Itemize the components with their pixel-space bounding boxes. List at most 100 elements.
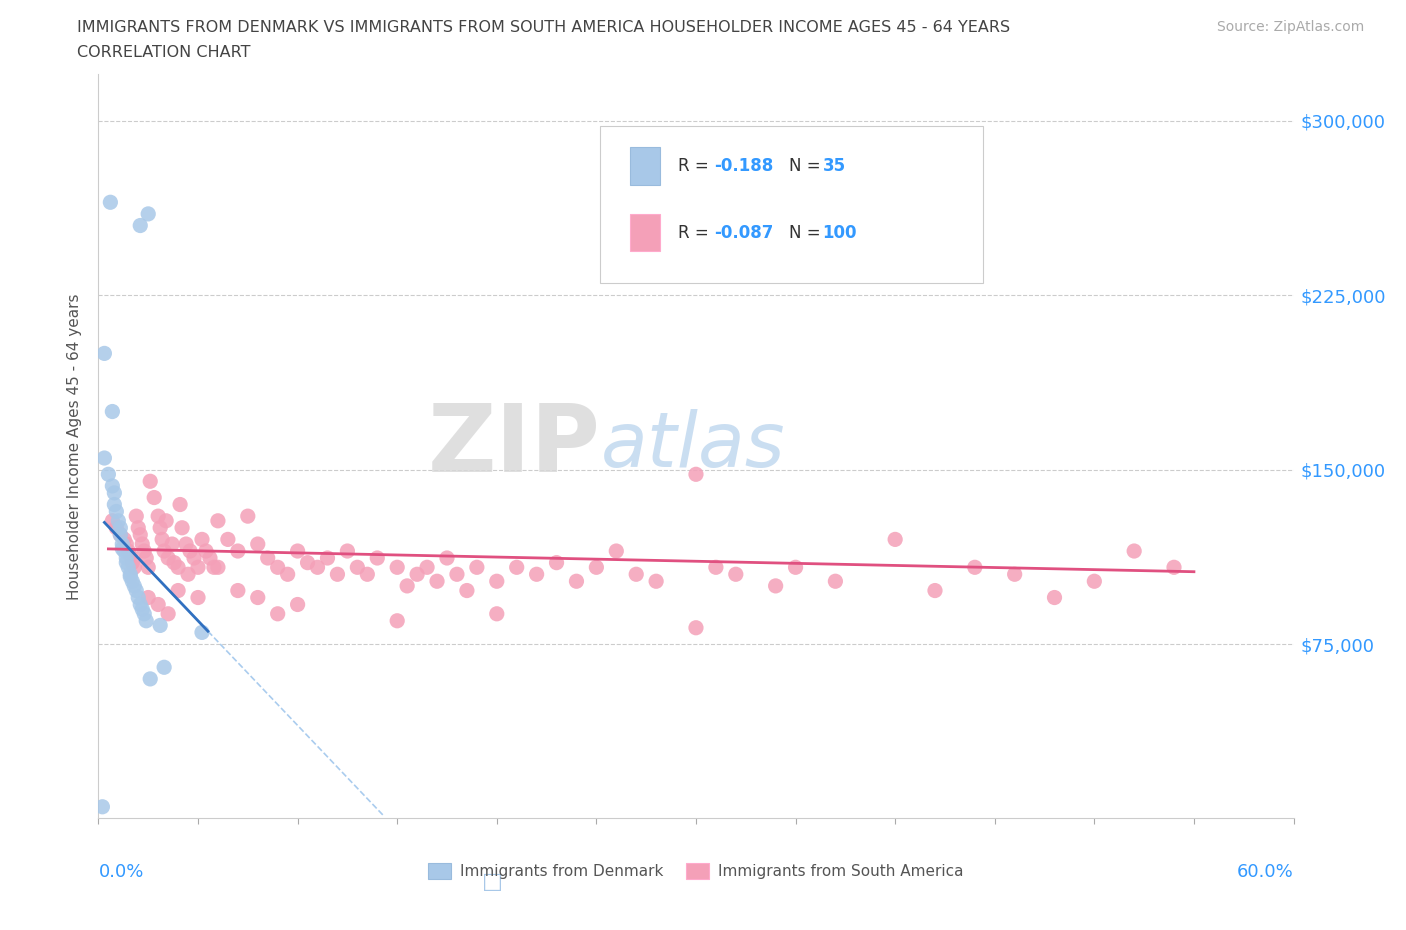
Point xyxy=(136,206,159,221)
Point xyxy=(155,513,177,528)
Point xyxy=(110,527,132,542)
Point xyxy=(124,560,146,575)
Point xyxy=(105,521,128,536)
Point xyxy=(172,521,194,536)
Point xyxy=(93,346,115,361)
Point xyxy=(112,543,135,558)
Point xyxy=(1163,560,1185,575)
Point xyxy=(924,583,946,598)
Point xyxy=(246,590,269,604)
Point xyxy=(183,551,205,565)
Text: 0.0%: 0.0% xyxy=(98,863,143,881)
Point xyxy=(1083,574,1105,589)
Point xyxy=(125,509,148,524)
Point xyxy=(884,532,907,547)
Text: 35: 35 xyxy=(823,157,846,175)
Point xyxy=(111,537,134,551)
Text: N =: N = xyxy=(789,157,827,175)
Point xyxy=(134,606,156,621)
Point xyxy=(129,218,152,232)
Point xyxy=(97,467,120,482)
Point xyxy=(645,574,668,589)
Point xyxy=(824,574,846,589)
Point xyxy=(267,560,290,575)
Text: -0.188: -0.188 xyxy=(714,157,773,175)
Point xyxy=(485,606,508,621)
Point xyxy=(179,543,201,558)
Point xyxy=(202,560,225,575)
Point xyxy=(134,543,156,558)
Point xyxy=(456,583,478,598)
Text: ZIP: ZIP xyxy=(427,401,600,492)
Point xyxy=(326,566,349,582)
Point xyxy=(107,513,129,528)
Point xyxy=(163,555,186,570)
Point xyxy=(115,551,138,565)
Point xyxy=(127,590,149,604)
Point xyxy=(169,497,191,512)
Point xyxy=(287,543,309,558)
Point xyxy=(157,551,180,565)
Point xyxy=(685,620,707,635)
Point xyxy=(626,566,648,582)
Point xyxy=(167,560,190,575)
Point xyxy=(191,625,214,640)
Point xyxy=(465,560,488,575)
Point xyxy=(1043,590,1066,604)
Text: 100: 100 xyxy=(823,223,858,242)
Point xyxy=(135,614,157,629)
Point xyxy=(207,560,229,575)
Y-axis label: Householder Income Ages 45 - 64 years: Householder Income Ages 45 - 64 years xyxy=(67,293,83,600)
Point xyxy=(101,513,124,528)
Point xyxy=(115,537,138,551)
Point xyxy=(207,513,229,528)
Point xyxy=(139,671,162,686)
Point xyxy=(346,560,368,575)
Point xyxy=(187,560,209,575)
Point xyxy=(385,560,409,575)
Point xyxy=(246,537,269,551)
Point xyxy=(685,467,707,482)
Point xyxy=(426,574,449,589)
Point xyxy=(120,548,142,563)
Point xyxy=(198,551,221,565)
Text: -0.087: -0.087 xyxy=(714,223,773,242)
Point xyxy=(105,504,128,519)
Point xyxy=(131,602,153,617)
Point xyxy=(297,555,319,570)
Text: IMMIGRANTS FROM DENMARK VS IMMIGRANTS FROM SOUTH AMERICA HOUSEHOLDER INCOME AGES: IMMIGRANTS FROM DENMARK VS IMMIGRANTS FR… xyxy=(77,20,1011,35)
Point xyxy=(98,194,122,209)
Point xyxy=(127,521,149,536)
Point xyxy=(110,527,132,542)
Text: atlas: atlas xyxy=(600,409,785,484)
Point xyxy=(226,543,249,558)
Point xyxy=(546,555,568,570)
Point xyxy=(416,560,439,575)
Text: CORRELATION CHART: CORRELATION CHART xyxy=(77,45,250,60)
Point xyxy=(187,590,209,604)
Text: R =: R = xyxy=(678,223,714,242)
Point xyxy=(153,660,176,675)
Point xyxy=(724,566,747,582)
Point xyxy=(136,560,159,575)
Point xyxy=(120,566,142,582)
Point xyxy=(226,583,249,598)
Point xyxy=(177,566,200,582)
Point xyxy=(436,551,458,565)
Point xyxy=(93,450,115,465)
Point xyxy=(131,537,153,551)
Point xyxy=(149,521,172,536)
Point xyxy=(605,543,627,558)
Point xyxy=(1004,566,1026,582)
Point xyxy=(585,560,607,575)
Point xyxy=(167,583,190,598)
Text: □: □ xyxy=(482,871,503,892)
FancyBboxPatch shape xyxy=(600,126,983,283)
Point xyxy=(1123,543,1146,558)
Point xyxy=(117,543,139,558)
Point xyxy=(316,551,339,565)
Point xyxy=(101,404,124,418)
Point xyxy=(485,574,508,589)
Point xyxy=(267,606,290,621)
Point xyxy=(101,478,124,493)
